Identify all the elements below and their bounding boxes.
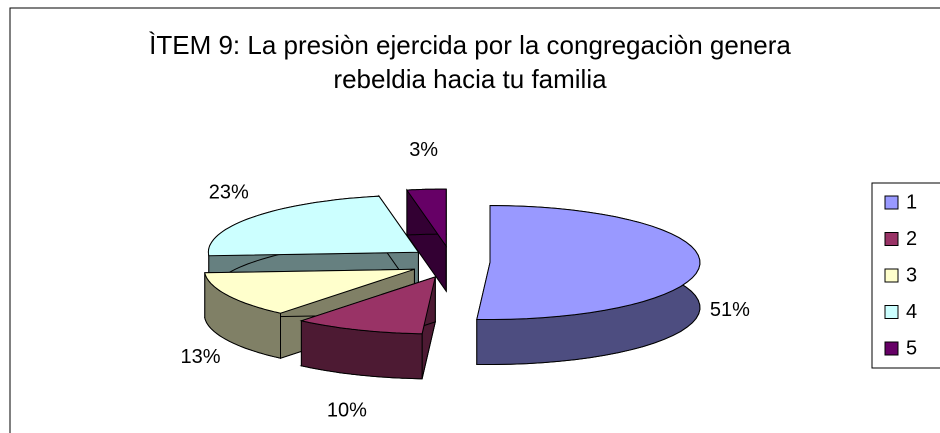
- legend-label: 3: [906, 264, 917, 286]
- legend-swatch: [884, 305, 899, 319]
- slice-top: [207, 195, 420, 257]
- pie-slice: [476, 204, 701, 366]
- chart-title: ÌTEM 9: La presiòn ejercida por la congr…: [149, 30, 791, 94]
- legend-box: [871, 182, 940, 369]
- data-label: 13%: [181, 346, 221, 368]
- legend-label: 2: [906, 228, 917, 250]
- legend-label: 4: [906, 301, 917, 323]
- data-label: 10%: [327, 399, 367, 421]
- legend-label: 1: [906, 191, 917, 213]
- chart-frame: [9, 7, 940, 433]
- data-label: 23%: [209, 182, 249, 204]
- data-label: 51%: [710, 299, 750, 321]
- legend-label: 5: [906, 337, 917, 359]
- legend-swatch: [884, 341, 899, 356]
- legend-swatch: [884, 232, 899, 246]
- pie-slice: [299, 276, 436, 380]
- slice-top: [476, 204, 701, 321]
- legend-swatch: [884, 195, 899, 210]
- data-label: 3%: [409, 139, 438, 161]
- legend-swatch: [884, 268, 899, 283]
- slice-top: [204, 268, 415, 314]
- pie-slice: [405, 188, 447, 293]
- slice-top: [405, 188, 447, 248]
- slice-top: [299, 276, 436, 335]
